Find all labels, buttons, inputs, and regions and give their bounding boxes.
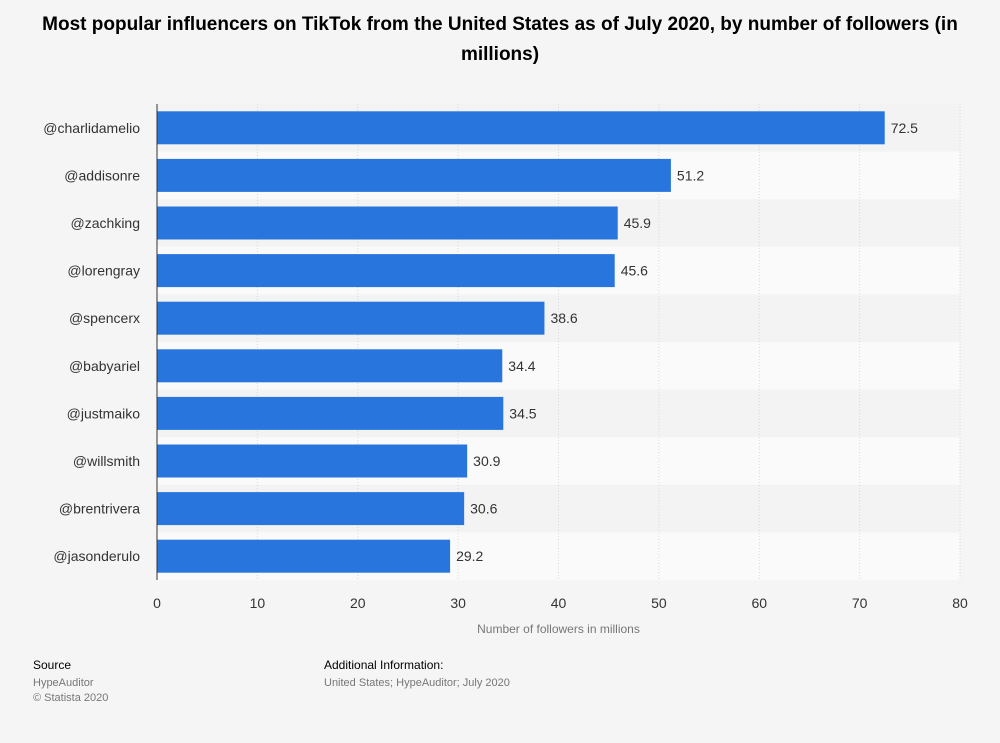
bar xyxy=(157,539,451,573)
data-label: 34.4 xyxy=(508,358,535,374)
data-label: 30.9 xyxy=(473,453,500,469)
bar xyxy=(157,206,618,240)
bar xyxy=(157,301,545,335)
x-tick-label: 50 xyxy=(651,595,667,611)
data-label: 38.6 xyxy=(550,310,577,326)
data-label: 45.6 xyxy=(621,263,648,279)
category-label: @addisonre xyxy=(64,167,140,183)
data-label: 30.6 xyxy=(470,501,497,517)
bar xyxy=(157,111,885,145)
category-label: @babyariel xyxy=(69,358,140,374)
additional-info-text: United States; HypeAuditor; July 2020 xyxy=(324,677,510,689)
data-label: 34.5 xyxy=(509,405,536,421)
x-tick-label: 40 xyxy=(551,595,567,611)
x-axis-title: Number of followers in millions xyxy=(477,622,640,636)
additional-info-label: Additional Information: xyxy=(324,658,444,672)
category-label: @lorengray xyxy=(67,263,140,279)
source-text-1: HypeAuditor xyxy=(33,677,94,689)
x-tick-label: 10 xyxy=(250,595,266,611)
bar xyxy=(157,396,504,430)
x-tick-label: 30 xyxy=(450,595,466,611)
x-tick-label: 20 xyxy=(350,595,366,611)
category-label: @spencerx xyxy=(69,310,140,326)
category-label: @charlidamelio xyxy=(43,120,140,136)
source-label: Source xyxy=(33,658,72,672)
data-label: 29.2 xyxy=(456,548,483,564)
x-tick-label: 80 xyxy=(952,595,968,611)
chart-title: Most popular influencers on TikTok from … xyxy=(42,14,958,65)
bar xyxy=(157,444,468,478)
x-tick-label: 0 xyxy=(153,595,161,611)
bar xyxy=(157,492,465,526)
x-tick-label: 60 xyxy=(751,595,767,611)
data-label: 51.2 xyxy=(677,167,704,183)
bar xyxy=(157,254,615,288)
data-label: 72.5 xyxy=(891,120,918,136)
x-tick-label: 70 xyxy=(852,595,868,611)
source-text-2: © Statista 2020 xyxy=(33,692,109,704)
category-label: @justmaiko xyxy=(67,405,141,421)
bar xyxy=(157,349,503,383)
category-label: @jasonderulo xyxy=(53,548,140,564)
category-label: @willsmith xyxy=(73,453,140,469)
bar xyxy=(157,158,671,192)
category-label: @zachking xyxy=(71,215,140,231)
data-label: 45.9 xyxy=(624,215,651,231)
category-label: @brentrivera xyxy=(59,501,140,517)
